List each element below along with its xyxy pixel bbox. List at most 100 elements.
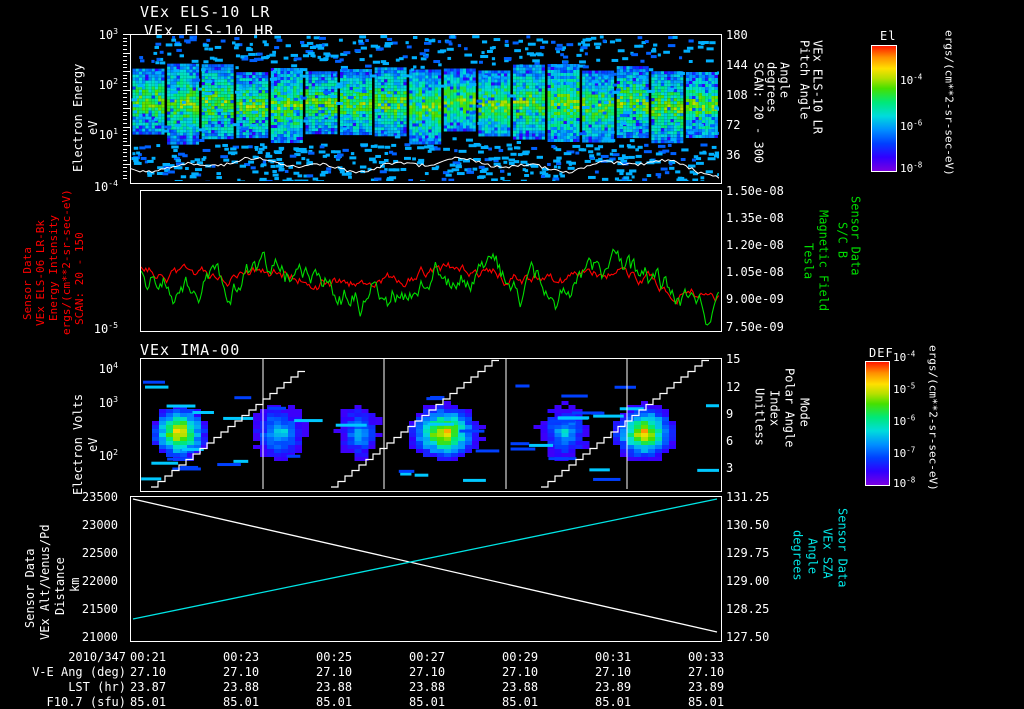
panel1-right-label-line3: Angle xyxy=(778,62,792,98)
panel2-rtick-1: 1.35e-08 xyxy=(726,211,784,225)
bottom-cell-r0-c6: 00:33 xyxy=(688,650,724,664)
panel2-left-label-line4: ergs/(cm**2-sr-sec-eV) xyxy=(61,190,73,335)
bottom-cell-r2-c3: 23.88 xyxy=(409,680,445,694)
panel3-ytick-10000: 104 xyxy=(76,362,118,376)
panel2-rtick-2: 1.20e-08 xyxy=(726,238,784,252)
colorbar1-label: El xyxy=(880,29,896,43)
panel4-left-label-line1: Sensor Data xyxy=(24,518,37,628)
panel1-plot-area[interactable] xyxy=(130,34,722,184)
colorbar3-tick-0: 10-4 xyxy=(893,351,915,364)
panel4-ytick-3: 22000 xyxy=(58,574,118,588)
bottom-row-label-3: F10.7 (sfu) xyxy=(0,695,126,709)
bottom-cell-r0-c5: 00:31 xyxy=(595,650,631,664)
panel4-ytick-1: 23000 xyxy=(58,518,118,532)
bottom-row-label-2: LST (hr) xyxy=(0,680,126,694)
colorbar1-tick-2: 10-8 xyxy=(900,162,922,175)
panel1-title-lr: VEx ELS-10 LR xyxy=(140,3,270,21)
panel4-rtick-2: 129.75 xyxy=(726,546,769,560)
panel3-right-label-line1: Mode xyxy=(798,398,811,458)
panel4-rtick-3: 129.00 xyxy=(726,574,769,588)
panel4-ytick-5: 21000 xyxy=(58,630,118,644)
panel1-ytick-10: 101 xyxy=(76,128,118,142)
colorbar3-tick-3: 10-7 xyxy=(893,447,915,460)
colorbar1-tick-1: 10-6 xyxy=(900,120,922,133)
panel1-right-label-line4: degrees xyxy=(765,62,779,113)
colorbar1-frame[interactable] xyxy=(871,45,897,172)
panel1-rtick-180: 180 xyxy=(726,28,748,42)
panel4-right-label-line4: degrees xyxy=(791,530,804,610)
panel2-right-label-line4: Tesla xyxy=(802,243,815,303)
panel2-rtick-5: 7.50e-09 xyxy=(726,320,784,334)
bottom-cell-r3-c6: 85.01 xyxy=(688,695,724,709)
bottom-cell-r1-c1: 27.10 xyxy=(223,665,259,679)
bottom-cell-r0-c3: 00:27 xyxy=(409,650,445,664)
bottom-cell-r0-c0: 00:21 xyxy=(130,650,166,664)
bottom-cell-r2-c6: 23.89 xyxy=(688,680,724,694)
panel3-left-axis-unit: eV xyxy=(87,412,100,452)
panel4-plot-area[interactable] xyxy=(130,496,722,642)
colorbar3-frame[interactable] xyxy=(865,361,890,486)
panel3-right-label-line2: Polar Angle xyxy=(783,368,796,478)
panel1-right-axis-label-c: Angle xyxy=(778,62,791,192)
colorbar3-tick-1: 10-5 xyxy=(893,383,915,396)
bottom-cell-r1-c5: 27.10 xyxy=(595,665,631,679)
bottom-cell-r3-c1: 85.01 xyxy=(223,695,259,709)
panel1-right-label-line1: Pitch Angle xyxy=(798,40,812,119)
bottom-cell-r1-c0: 27.10 xyxy=(130,665,166,679)
panel1-spectrogram xyxy=(131,35,719,181)
panel2-rtick-3: 1.05e-08 xyxy=(726,265,784,279)
bottom-cell-r1-c4: 27.10 xyxy=(502,665,538,679)
panel3-rtick-3: 3 xyxy=(726,461,733,475)
panel1-left-ticks xyxy=(123,34,130,182)
panel2-rtick-0: 1.50e-08 xyxy=(726,184,784,198)
panel3-rtick-12: 12 xyxy=(726,380,740,394)
panel1-right-axis-label-e: SCAN: 20 - 300 xyxy=(752,62,765,192)
colorbar1-tick-0: 10-4 xyxy=(900,74,922,87)
panel2-right-label-line2: S/C B xyxy=(836,222,849,292)
bottom-cell-r3-c5: 85.01 xyxy=(595,695,631,709)
panel3-rtick-9: 9 xyxy=(726,407,733,421)
panel3-left-axis-label: Electron Volts xyxy=(72,370,85,495)
panel1-rtick-108: 108 xyxy=(726,88,748,102)
bottom-cell-r1-c2: 27.10 xyxy=(316,665,352,679)
panel4-rtick-1: 130.50 xyxy=(726,518,769,532)
panel3-rtick-6: 6 xyxy=(726,434,733,448)
panel4-right-label-line1: Sensor Data xyxy=(836,508,849,618)
colorbar3-gradient xyxy=(866,362,889,485)
panel4-rtick-4: 128.25 xyxy=(726,602,769,616)
panel2-plot-area[interactable] xyxy=(140,190,722,332)
panel4-line-chart xyxy=(131,497,719,639)
panel3-title: VEx IMA-00 xyxy=(140,341,240,359)
panel4-right-label-line2: VEx SZA xyxy=(821,528,834,608)
bottom-row-label-1: V-E Ang (deg) xyxy=(0,665,126,679)
panel1-left-axis-label: Electron Energy xyxy=(72,42,85,172)
panel3-plot-area[interactable] xyxy=(140,358,722,492)
bottom-cell-r2-c5: 23.89 xyxy=(595,680,631,694)
panel3-rtick-15: 15 xyxy=(726,352,740,366)
panel4-left-label-line2: VEx Alt/Venus/Pd xyxy=(39,505,52,640)
panel4-rtick-0: 131.25 xyxy=(726,490,769,504)
panel2-left-label-line1: Sensor Data xyxy=(22,210,34,320)
panel4-ytick-0: 23500 xyxy=(58,490,118,504)
colorbar3-label: DEF xyxy=(869,346,894,360)
bottom-cell-r2-c0: 23.87 xyxy=(130,680,166,694)
panel1-right-label-line5: SCAN: 20 - 300 xyxy=(752,62,766,163)
bottom-cell-r3-c0: 85.01 xyxy=(130,695,166,709)
panel3-right-label-line4: Unitless xyxy=(753,388,766,468)
panel2-left-label-line2: VEx ELS-06 LR-Bk xyxy=(35,196,47,326)
panel1-rtick-144: 144 xyxy=(726,58,748,72)
panel4-rtick-5: 127.50 xyxy=(726,630,769,644)
bottom-cell-r2-c4: 23.88 xyxy=(502,680,538,694)
panel1-right-axis-label-d: degrees xyxy=(765,62,778,192)
bottom-cell-r2-c2: 23.88 xyxy=(316,680,352,694)
panel2-left-label-line5: SCAN: 20 - 150 xyxy=(74,215,86,325)
panel1-right-axis-label-b: VEx ELS-10 LR xyxy=(811,40,824,180)
panel1-right-axis-label-a: Pitch Angle xyxy=(798,40,811,180)
colorbar1-gradient xyxy=(872,46,896,171)
panel1-rtick-72: 72 xyxy=(726,118,740,132)
bottom-cell-r2-c1: 23.88 xyxy=(223,680,259,694)
bottom-cell-r3-c2: 85.01 xyxy=(316,695,352,709)
bottom-cell-r1-c6: 27.10 xyxy=(688,665,724,679)
colorbar3-unit: ergs/(cm**2-sr-sec-eV) xyxy=(927,345,939,495)
panel2-ytick-top: 10-4 xyxy=(76,180,118,194)
